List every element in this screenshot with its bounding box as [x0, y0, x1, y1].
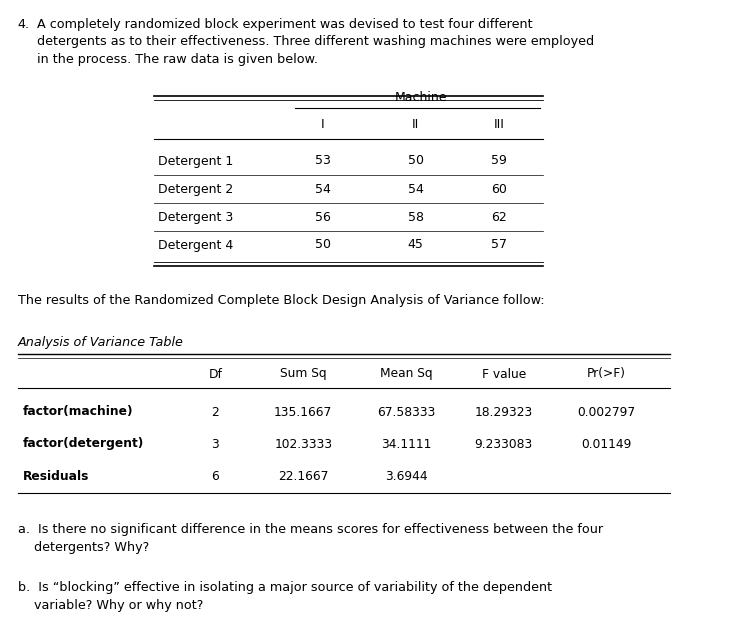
Text: 3.6944: 3.6944	[385, 469, 427, 483]
Text: 34.1111: 34.1111	[381, 437, 431, 451]
Text: 54: 54	[408, 182, 423, 196]
Text: 22.1667: 22.1667	[278, 469, 329, 483]
Text: III: III	[493, 117, 505, 131]
Text: A completely randomized block experiment was devised to test four different
dete: A completely randomized block experiment…	[37, 18, 594, 66]
Text: 102.3333: 102.3333	[274, 437, 332, 451]
Text: 2: 2	[211, 406, 219, 418]
Text: 9.233083: 9.233083	[475, 437, 533, 451]
Text: Residuals: Residuals	[23, 469, 89, 483]
Text: 3: 3	[211, 437, 219, 451]
Text: Pr(>F): Pr(>F)	[587, 367, 626, 380]
Text: II: II	[412, 117, 420, 131]
Text: 0.002797: 0.002797	[578, 406, 635, 418]
Text: 135.1667: 135.1667	[274, 406, 332, 418]
Text: 57: 57	[491, 239, 507, 252]
Text: Detergent 1: Detergent 1	[159, 155, 234, 167]
Text: 56: 56	[315, 211, 331, 223]
Text: Df: Df	[208, 367, 222, 380]
Text: Detergent 2: Detergent 2	[159, 182, 234, 196]
Text: Mean Sq: Mean Sq	[380, 367, 432, 380]
Text: 18.29323: 18.29323	[475, 406, 533, 418]
Text: Sum Sq: Sum Sq	[280, 367, 326, 380]
Text: 67.58333: 67.58333	[377, 406, 435, 418]
Text: factor(detergent): factor(detergent)	[23, 437, 144, 451]
Text: Machine: Machine	[395, 91, 447, 104]
Text: factor(machine): factor(machine)	[23, 406, 133, 418]
Text: Detergent 3: Detergent 3	[159, 211, 234, 223]
Text: Detergent 4: Detergent 4	[159, 239, 234, 252]
Text: I: I	[321, 117, 325, 131]
Text: a.  Is there no significant difference in the means scores for effectiveness bet: a. Is there no significant difference in…	[17, 523, 603, 553]
Text: F value: F value	[482, 367, 526, 380]
Text: 0.01149: 0.01149	[581, 437, 632, 451]
Text: 59: 59	[491, 155, 507, 167]
Text: 53: 53	[315, 155, 331, 167]
Text: 58: 58	[408, 211, 424, 223]
Text: Analysis of Variance Table: Analysis of Variance Table	[17, 336, 183, 349]
Text: 60: 60	[491, 182, 507, 196]
Text: 54: 54	[315, 182, 331, 196]
Text: 62: 62	[491, 211, 507, 223]
Text: 6: 6	[211, 469, 219, 483]
Text: 45: 45	[408, 239, 423, 252]
Text: The results of the Randomized Complete Block Design Analysis of Variance follow:: The results of the Randomized Complete B…	[17, 294, 544, 307]
Text: 4.: 4.	[17, 18, 30, 31]
Text: 50: 50	[315, 239, 331, 252]
Text: 50: 50	[408, 155, 424, 167]
Text: b.  Is “blocking” effective in isolating a major source of variability of the de: b. Is “blocking” effective in isolating …	[17, 581, 552, 611]
